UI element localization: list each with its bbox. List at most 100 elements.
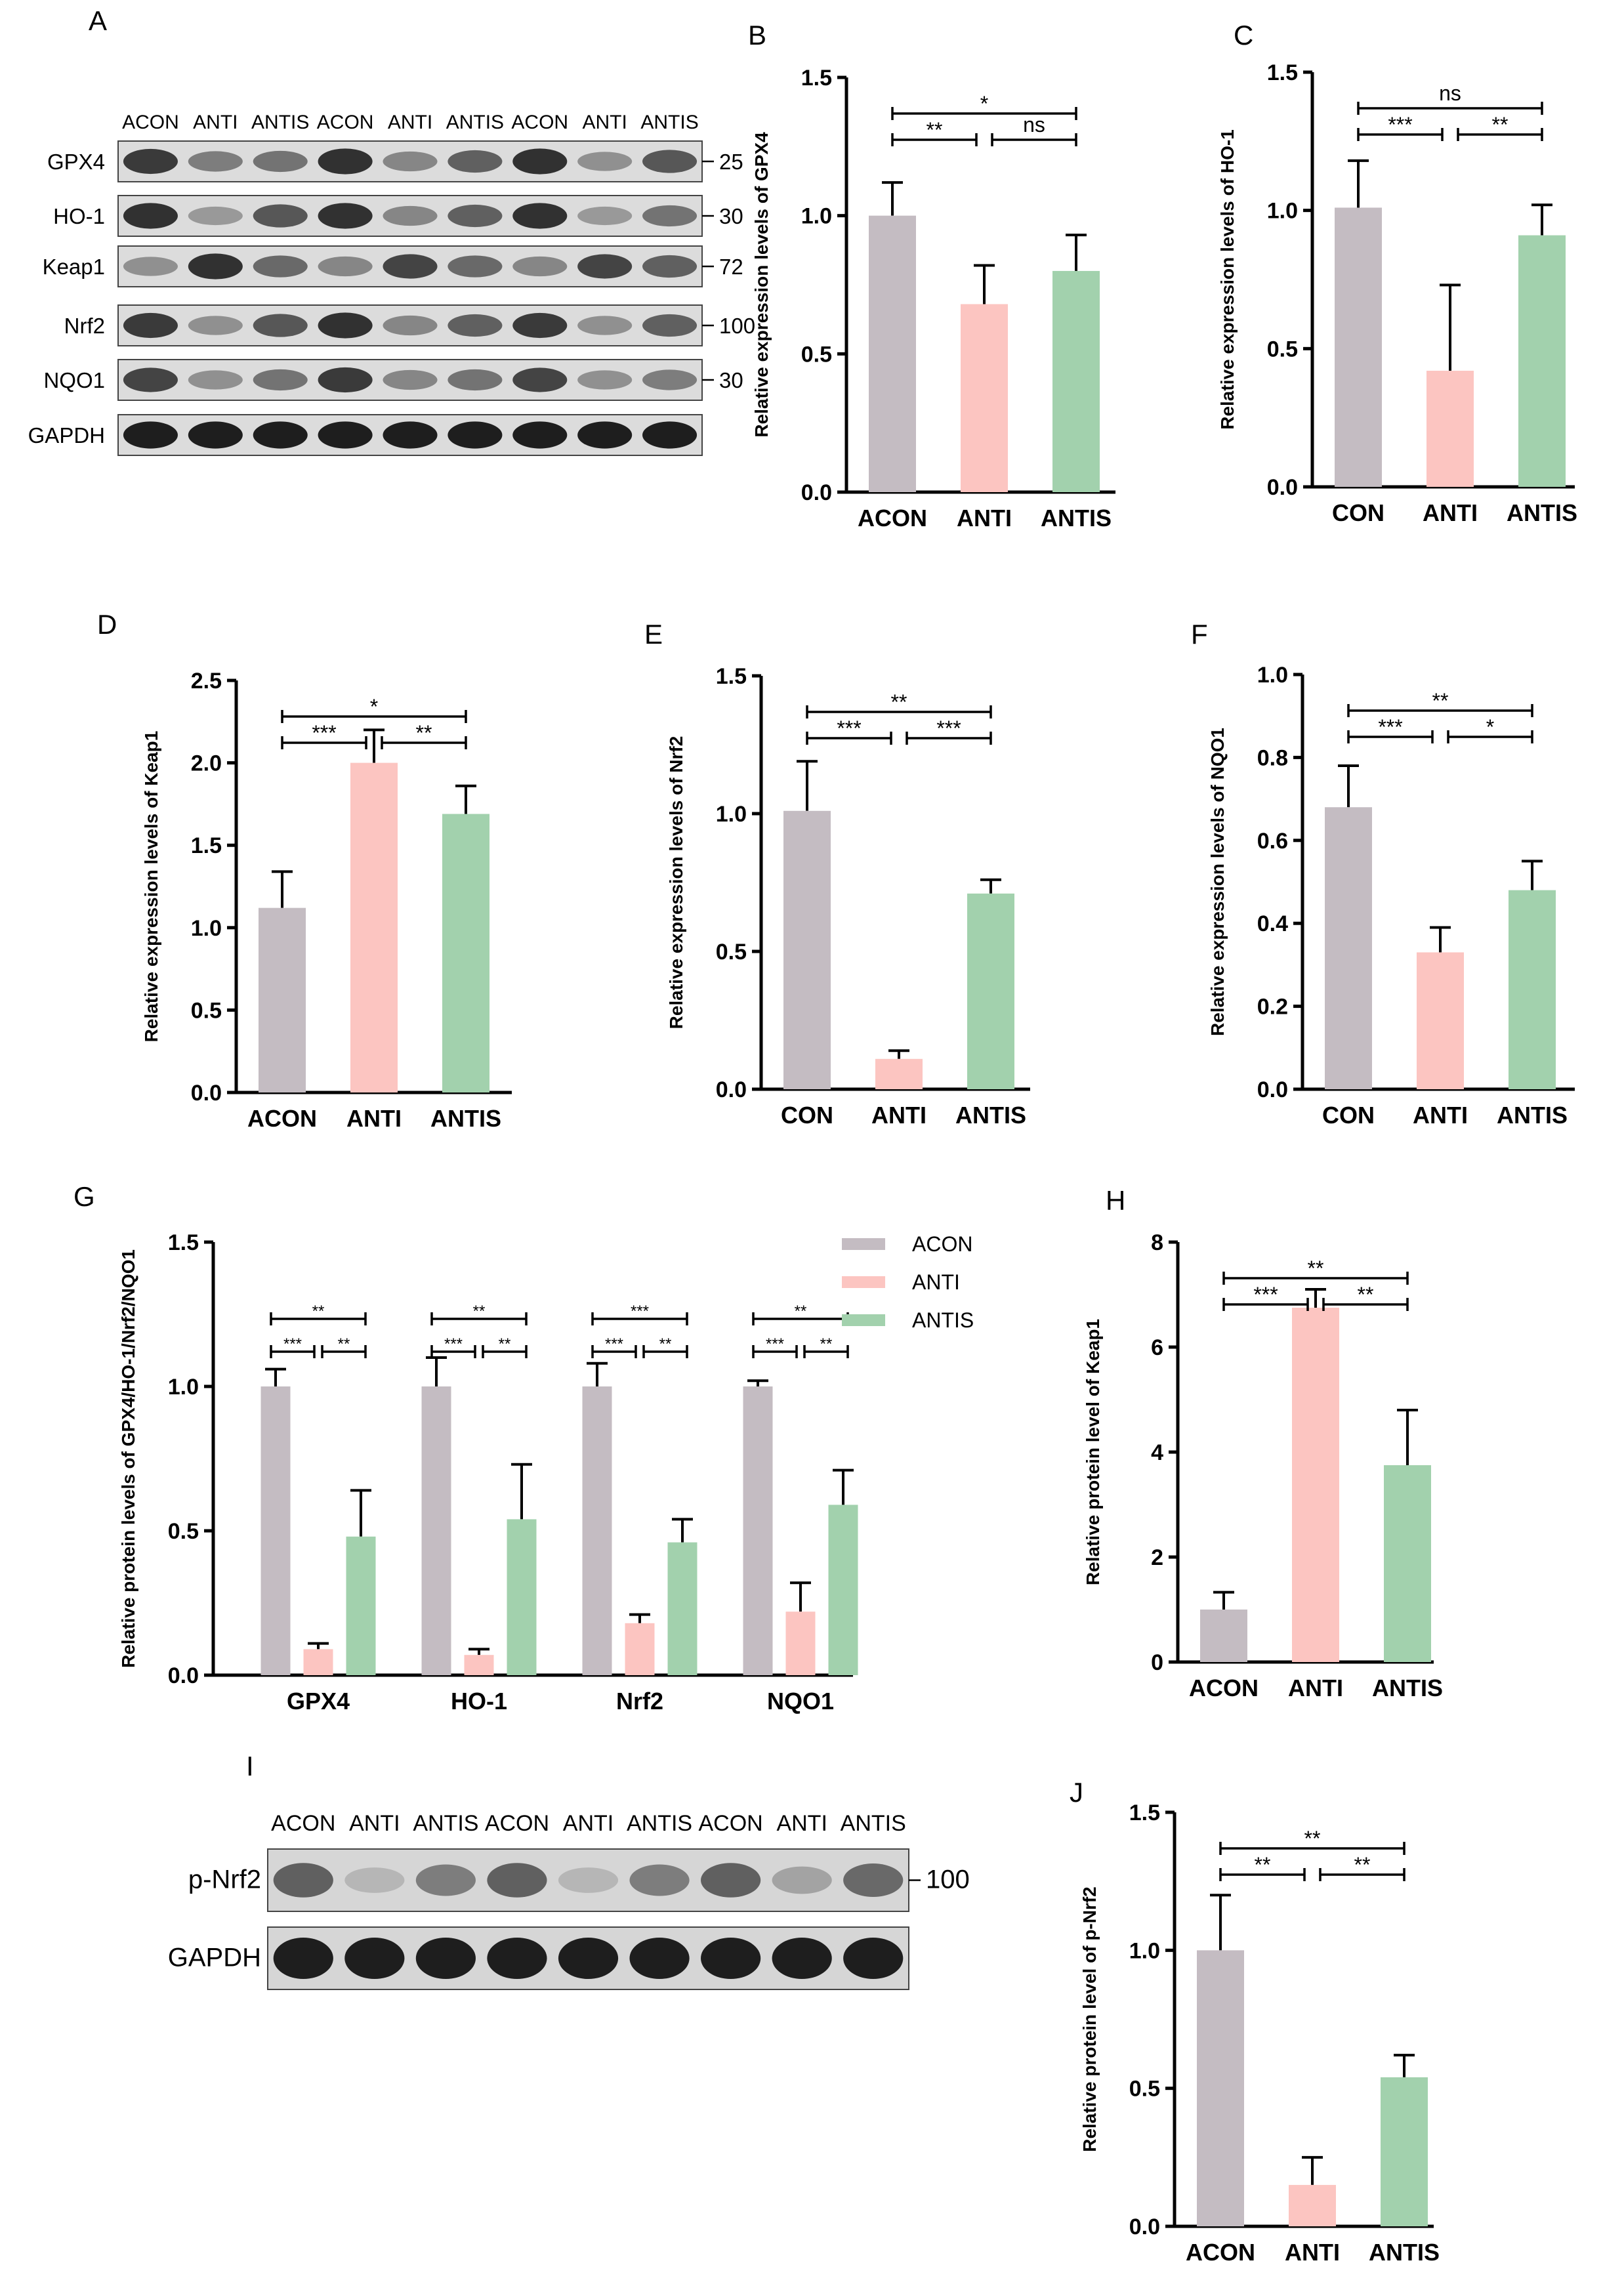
lane-label-A: ACON: [317, 112, 374, 133]
blot-band-A: [383, 315, 438, 336]
panel-letter-E: E: [644, 619, 663, 650]
y-tick-label-C: 1.5: [1267, 60, 1298, 85]
blot-band-A: [318, 256, 373, 277]
blot-band-A: [383, 369, 438, 390]
blot-band-A: [448, 369, 503, 391]
blot-panel-A: A ACON ANTI ANTIS ACON ANTI ANTIS ACON ANTI ANTIS…: [28, 5, 755, 456]
lane-label-A: ANTI: [388, 112, 432, 133]
blot-band-A: [318, 367, 373, 393]
sig-label-G: **: [795, 1302, 807, 1320]
y-tick-label-B: 1.0: [801, 204, 832, 229]
blot-band-A: [253, 255, 308, 278]
y-tick-label-F: 0.6: [1257, 829, 1288, 854]
bar-F: [1325, 807, 1372, 1089]
blot-row-label-I: p-Nrf2: [188, 1865, 261, 1894]
x-category-label-D: ANTI: [346, 1105, 402, 1132]
chart-panel-B: 0.0 0.5 1.0 1.5 Relative expression levels o…: [748, 20, 1115, 531]
bar-B: [869, 215, 916, 492]
panel-letter-A: A: [89, 5, 107, 36]
sig-label-G: ***: [766, 1335, 784, 1353]
bar-G: [785, 1612, 816, 1675]
blot-band-A: [123, 312, 178, 339]
sig-label-G: ***: [605, 1335, 623, 1353]
y-tick-label-E: 1.5: [716, 664, 747, 689]
x-category-label-F: ANTI: [1413, 1102, 1468, 1129]
y-tick-label-H: 8: [1151, 1230, 1163, 1255]
panel-letter-D: D: [97, 609, 117, 640]
bar-E: [783, 810, 831, 1089]
bar-G: [303, 1649, 333, 1675]
blot-band-A: [383, 151, 438, 172]
bar-D: [350, 762, 398, 1092]
panel-letter-J: J: [1070, 1777, 1083, 1808]
bar-B: [1052, 270, 1100, 492]
chart-panel-F: 0.0 0.2 0.4 0.6 0.8 1.0 Relative expression le…: [1191, 619, 1575, 1129]
panel-letter-C: C: [1234, 20, 1253, 51]
blot-row-label-I: GAPDH: [168, 1944, 261, 1972]
blot-band-A: [448, 255, 503, 278]
sig-label-J: **: [1255, 1853, 1271, 1877]
lane-label-I: ANTIS: [413, 1811, 478, 1836]
sig-label-G: ***: [283, 1335, 302, 1353]
bar-C: [1518, 235, 1566, 487]
x-category-label-G: Nrf2: [616, 1688, 663, 1715]
blot-band-A: [253, 314, 308, 337]
lane-label-I: ACON: [271, 1811, 335, 1836]
blot-band-A: [512, 203, 568, 229]
bar-C: [1335, 207, 1382, 487]
bar-B: [961, 304, 1008, 492]
y-tick-label-B: 0.5: [801, 342, 832, 367]
bar-E: [967, 893, 1014, 1089]
bar-D: [259, 907, 306, 1092]
chart-panel-H: 0 2 4 6 8 Relative protein level of Keap1 H ACO…: [1083, 1185, 1443, 1701]
blot-band-I: [701, 1937, 761, 1980]
blot-band-A: [123, 257, 178, 276]
y-tick-label-D: 2.5: [191, 669, 222, 694]
x-category-label-H: ACON: [1189, 1674, 1259, 1701]
blot-band-A: [188, 421, 243, 449]
blot-band-A: [188, 253, 243, 280]
y-tick-label-H: 2: [1151, 1545, 1163, 1570]
sig-label-F: *: [1486, 715, 1494, 739]
bar-G: [625, 1623, 655, 1675]
blot-band-I: [772, 1937, 832, 1980]
blot-band-A: [123, 148, 178, 175]
lane-label-A: ANTIS: [251, 112, 309, 133]
bar-F: [1509, 890, 1556, 1089]
mw-label-A: 100: [719, 314, 755, 338]
y-axis-label-J: Relative protein level of p-Nrf2: [1079, 1886, 1100, 2152]
sig-label-D: **: [416, 721, 432, 745]
panel-letter-F: F: [1191, 619, 1208, 650]
x-category-label-H: ANTI: [1288, 1674, 1343, 1701]
sig-label-G: ***: [444, 1335, 463, 1353]
x-category-label-H: ANTIS: [1372, 1674, 1443, 1701]
blot-band-A: [318, 421, 373, 449]
blot-band-A: [318, 203, 373, 229]
sig-label-B: ns: [1023, 113, 1045, 136]
y-tick-label-J: 0.0: [1129, 2215, 1160, 2239]
sig-label-G: ***: [631, 1302, 649, 1320]
bar-H: [1384, 1465, 1431, 1662]
chart-panel-D: 0.0 0.5 1.0 1.5 2.0 2.5 Relative expression le…: [97, 609, 512, 1132]
blot-band-I: [558, 1867, 619, 1893]
blot-band-A: [512, 421, 568, 449]
blot-row-label-A: Nrf2: [64, 314, 105, 338]
blot-band-A: [253, 421, 308, 449]
bar-G: [743, 1386, 773, 1675]
blot-band-A: [642, 314, 697, 337]
y-axis-label-B: Relative expression levels of GPX4: [751, 132, 772, 438]
blot-band-I: [701, 1863, 761, 1898]
y-tick-label-F: 0.8: [1257, 745, 1288, 770]
blot-band-A: [123, 421, 178, 449]
x-category-label-C: ANTIS: [1507, 499, 1577, 526]
blot-band-A: [188, 316, 243, 335]
blot-band-A: [253, 204, 308, 228]
blot-band-I: [487, 1937, 547, 1980]
x-category-label-D: ACON: [247, 1105, 317, 1132]
blot-band-A: [642, 205, 697, 227]
x-category-label-E: ANTIS: [955, 1102, 1026, 1129]
bar-C: [1426, 371, 1474, 487]
x-category-label-B: ACON: [858, 505, 927, 531]
blot-band-A: [448, 421, 503, 449]
